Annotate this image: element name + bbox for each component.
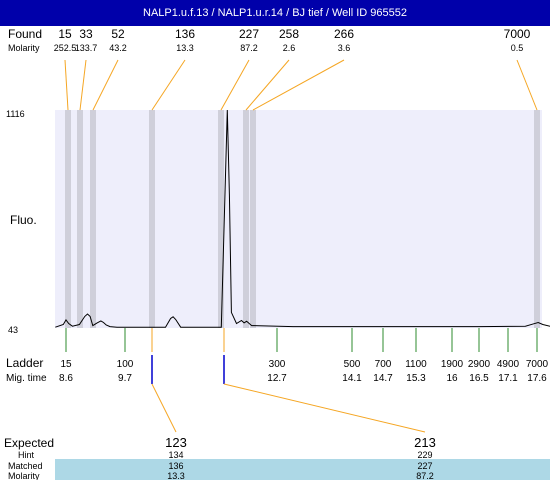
mig-time-label: Mig. time xyxy=(6,373,47,384)
ladder-time-label: 14.1 xyxy=(342,373,362,384)
y-axis-label: Fluo. xyxy=(10,213,37,227)
expected-label: Expected xyxy=(4,436,54,450)
y-tick-label: 43 xyxy=(8,325,18,335)
ladder-size-label: 7000 xyxy=(526,359,549,370)
found-peak-size: 52 xyxy=(111,27,125,41)
found-peak-band xyxy=(250,110,256,328)
found-peak-band xyxy=(65,110,71,328)
found-peak-connector xyxy=(151,59,186,111)
found-peak-molarity: 133.7 xyxy=(75,43,98,53)
ladder-size-label: 700 xyxy=(375,359,392,370)
found-peak-size: 15 xyxy=(58,27,72,41)
expected-connector xyxy=(151,383,177,433)
found-peak-size: 266 xyxy=(334,27,354,41)
ladder-time-label: 8.6 xyxy=(59,373,73,384)
found-peak-connector xyxy=(79,59,87,111)
expected-size: 213 xyxy=(414,435,436,450)
expected-hint: 134 xyxy=(168,450,183,460)
expected-matched: 136 xyxy=(168,461,183,471)
found-peak-band xyxy=(149,110,155,328)
expected-matched: 227 xyxy=(417,461,432,471)
ladder-time-label: 15.3 xyxy=(406,373,426,384)
ladder-time-label: 12.7 xyxy=(267,373,287,384)
hint-label: Hint xyxy=(18,450,35,460)
found-peak-size: 136 xyxy=(175,27,195,41)
fluorescence-trace xyxy=(55,109,550,328)
ladder-size-label: 1900 xyxy=(441,359,464,370)
found-peak-size: 33 xyxy=(79,27,93,41)
ladder-size-label: 500 xyxy=(344,359,361,370)
found-peak-connector xyxy=(64,59,69,111)
found-peak-molarity: 13.3 xyxy=(176,43,194,53)
ladder-size-label: 4900 xyxy=(497,359,520,370)
molarity-label: Molarity xyxy=(8,43,40,53)
found-peak-molarity: 87.2 xyxy=(240,43,258,53)
found-peak-band xyxy=(218,110,224,328)
found-peak-size: 227 xyxy=(239,27,259,41)
found-peak-band xyxy=(243,110,249,328)
plot-area xyxy=(55,110,542,328)
found-peak-molarity: 3.6 xyxy=(338,43,351,53)
expected-molarity: 13.3 xyxy=(167,471,185,480)
ladder-size-label: 100 xyxy=(117,359,134,370)
matched-band xyxy=(55,459,550,480)
ladder-size-label: 15 xyxy=(60,359,72,370)
found-peak-connector xyxy=(220,59,250,111)
found-peak-size: 7000 xyxy=(504,27,531,41)
found-label: Found xyxy=(8,27,42,41)
ladder-size-label: 300 xyxy=(269,359,286,370)
ladder-time-label: 9.7 xyxy=(118,373,132,384)
ladder-time-label: 17.1 xyxy=(498,373,518,384)
expected-connector xyxy=(223,383,426,433)
found-peak-connector xyxy=(516,59,538,111)
found-peak-molarity: 0.5 xyxy=(511,43,524,53)
title-bar: NALP1.u.f.13 / NALP1.u.r.14 / BJ tief / … xyxy=(0,0,550,26)
expected-molarity: 87.2 xyxy=(416,471,434,480)
found-peak-band xyxy=(534,110,540,328)
found-peak-band xyxy=(90,110,96,328)
molarity-bottom-label: Molarity xyxy=(8,471,40,480)
found-peak-band xyxy=(77,110,83,328)
found-peak-molarity: 252.5 xyxy=(54,43,77,53)
ladder-time-label: 16 xyxy=(446,373,458,384)
matched-label: Matched xyxy=(8,461,43,471)
found-peak-connector xyxy=(92,59,119,111)
y-tick-label: 1116 xyxy=(6,109,25,119)
ladder-time-label: 17.6 xyxy=(527,373,547,384)
expected-size: 123 xyxy=(165,435,187,450)
chart-title: NALP1.u.f.13 / NALP1.u.r.14 / BJ tief / … xyxy=(143,7,407,19)
expected-hint: 229 xyxy=(417,450,432,460)
found-peak-connector xyxy=(252,59,345,111)
found-peak-molarity: 43.2 xyxy=(109,43,127,53)
found-peak-size: 258 xyxy=(279,27,299,41)
ladder-size-label: 1100 xyxy=(405,359,427,370)
found-peak-molarity: 2.6 xyxy=(283,43,296,53)
ladder-time-label: 16.5 xyxy=(469,373,489,384)
ladder-time-label: 14.7 xyxy=(373,373,393,384)
ladder-size-label: 2900 xyxy=(468,359,491,370)
ladder-label: Ladder xyxy=(6,356,43,370)
found-peak-connector xyxy=(245,59,290,111)
